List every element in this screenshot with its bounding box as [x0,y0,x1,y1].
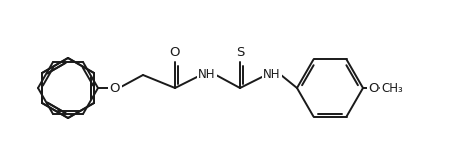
Text: O: O [110,81,120,95]
Text: CH₃: CH₃ [381,81,403,95]
Text: S: S [236,46,244,59]
Text: O: O [170,46,180,59]
Text: NH: NH [263,69,281,81]
Text: O: O [368,81,378,95]
Text: NH: NH [198,69,216,81]
